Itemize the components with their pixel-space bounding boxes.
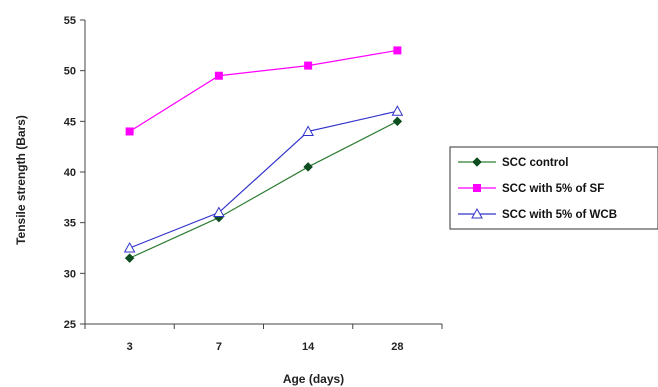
series-2 <box>125 46 402 136</box>
x-ticks: 3 7 14 28 <box>84 324 443 353</box>
data-point <box>393 46 402 55</box>
legend-marker <box>473 184 481 192</box>
y-tick-label: 25 <box>64 319 76 331</box>
series-line <box>129 49 398 132</box>
y-tick-label: 40 <box>64 167 76 179</box>
y-tick-label: 45 <box>64 116 76 128</box>
data-point <box>303 162 313 172</box>
data-point <box>213 206 225 218</box>
legend-item: SCC control <box>458 157 568 169</box>
legend-label: SCC control <box>502 157 568 169</box>
x-axis-title: Age (days) <box>283 372 344 386</box>
x-tick-label: 28 <box>391 341 403 353</box>
series-line <box>129 120 398 259</box>
y-ticks: 25 30 35 40 45 50 55 <box>64 15 85 331</box>
series-3 <box>123 105 404 253</box>
data-point <box>125 127 134 136</box>
legend: SCC control SCC with 5% of SF SCC with 5% … <box>449 146 658 230</box>
data-point <box>304 61 313 70</box>
data-point <box>392 116 403 127</box>
y-axis-title: Tensile strength (Bars) <box>14 115 28 245</box>
x-tick-label: 3 <box>127 341 133 353</box>
legend-label: SCC with 5% of WCB <box>502 209 617 221</box>
data-point <box>214 71 223 80</box>
x-tick-label: 7 <box>216 341 222 353</box>
y-tick-label: 55 <box>64 15 76 27</box>
y-tick-label: 30 <box>64 268 76 280</box>
legend-marker <box>471 207 483 219</box>
legend-label: SCC with 5% of SF <box>502 183 604 195</box>
data-point <box>123 241 136 253</box>
data-point <box>391 105 404 116</box>
legend-item: SCC with 5% of WCB <box>458 207 617 221</box>
series-1 <box>124 116 403 263</box>
data-point <box>302 125 314 136</box>
x-tick-label: 14 <box>302 341 315 353</box>
y-tick-label: 50 <box>64 66 76 78</box>
series-layer <box>123 46 404 263</box>
legend-item: SCC with 5% of SF <box>458 183 604 195</box>
y-tick-label: 35 <box>64 218 76 230</box>
series-line <box>129 110 398 249</box>
data-point <box>124 253 135 263</box>
legend-marker <box>472 157 482 167</box>
